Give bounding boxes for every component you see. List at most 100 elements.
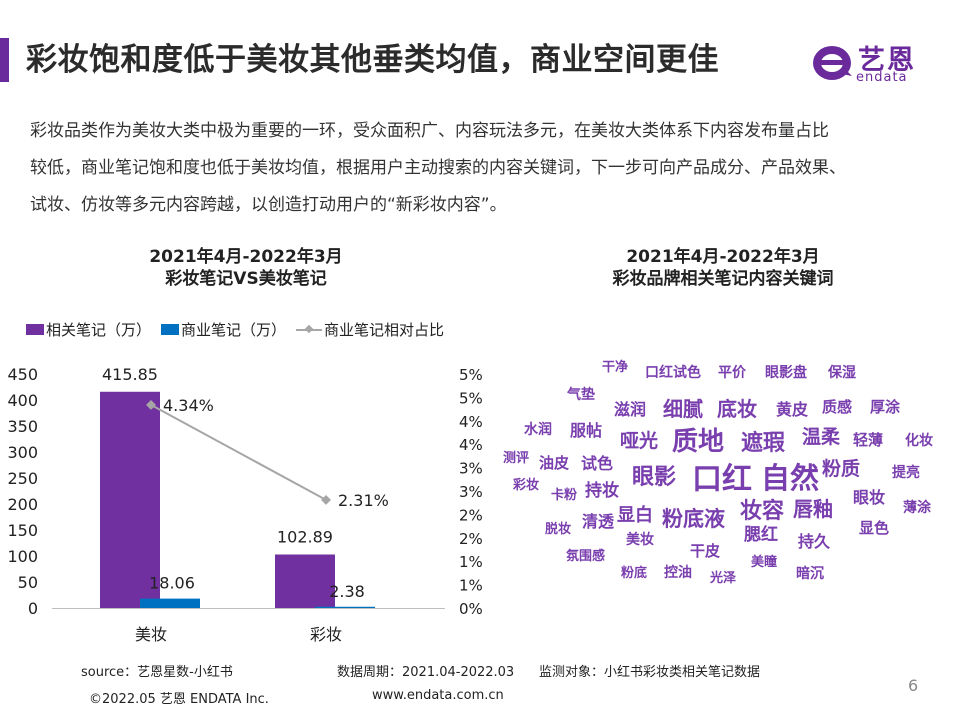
- cloud-keyword: 薄涂: [903, 500, 931, 516]
- logo-text-en: endata: [856, 70, 908, 85]
- x-tick-label-0: 美妆: [135, 625, 167, 644]
- legend-related-label: 相关笔记（万）: [46, 320, 152, 339]
- page-title: 彩妆饱和度低于美妆其他垂类均值，商业空间更佳: [26, 42, 719, 78]
- legend-commercial-label: 商业笔记（万）: [181, 320, 287, 339]
- cloud-keyword: 眼影盘: [765, 365, 807, 381]
- cloud-keyword: 质地: [672, 427, 725, 457]
- y-tick-label: 250: [7, 469, 38, 488]
- bar-related-label-1: 102.89: [277, 527, 333, 546]
- logo-text-cn: 艺恩: [858, 45, 916, 76]
- cloud-keyword: 彩妆: [513, 478, 540, 493]
- footer-monitor: 监测对象：小红书彩妆类相关笔记数据: [539, 665, 761, 680]
- cloud-keyword: 粉底液: [662, 507, 725, 531]
- cloud-keyword: 控油: [664, 565, 692, 581]
- y2-tick-label: 3%: [459, 483, 483, 501]
- y2-tick-label: 2%: [459, 530, 483, 548]
- left-chart-title-line-1: 2021年4月-2022年3月: [149, 247, 343, 267]
- y-tick-label: 450: [7, 365, 38, 384]
- footer-website: www.endata.com.cn: [372, 688, 504, 703]
- cloud-keyword: 气垫: [567, 387, 595, 403]
- cloud-keyword: 持久: [798, 532, 831, 551]
- cloud-keyword: 眼妆: [853, 488, 886, 507]
- cloud-keyword: 保湿: [828, 365, 856, 381]
- chart-legend: 相关笔记（万） 商业笔记（万） 商业笔记相对占比: [26, 318, 454, 340]
- cloud-keyword: 清透: [582, 512, 615, 531]
- cloud-keyword: 腮红: [744, 525, 778, 545]
- y-tick-label: 100: [7, 547, 38, 566]
- y-tick-label: 150: [7, 521, 38, 540]
- y2-tick-label: 5%: [459, 366, 483, 384]
- bar-commercial-0: [140, 598, 200, 608]
- intro-line-2: 较低，商业笔记饱和度也低于美妆均值，根据用户主动搜索的内容关键词，下一步可向产品…: [30, 158, 846, 178]
- cloud-keyword: 妆容: [740, 499, 785, 524]
- y-tick-label: 300: [7, 443, 38, 462]
- cloud-keyword: 提亮: [892, 465, 920, 481]
- left-chart-title-line-2: 彩妆笔记VS美妆笔记: [165, 269, 327, 289]
- y-tick-label: 0: [28, 599, 38, 618]
- cloud-keyword: 遮瑕: [741, 431, 786, 456]
- page-number: 6: [908, 676, 919, 695]
- footer-source: source：艺恩星数-小红书: [81, 665, 233, 680]
- cloud-keyword: 脱妆: [545, 522, 572, 537]
- endata-logo-icon: [813, 46, 852, 80]
- y2-tick-label: 1%: [459, 577, 483, 595]
- cloud-keyword: 美妆: [626, 532, 654, 548]
- legend-related-swatch: [26, 323, 44, 335]
- legend-ratio: 商业笔记相对占比: [296, 319, 444, 340]
- cloud-keyword: 光泽: [710, 571, 737, 586]
- legend-related: 相关笔记（万）: [26, 319, 151, 340]
- cloud-keyword: 测评: [503, 451, 530, 466]
- cloud-keyword: 氛围感: [566, 549, 606, 564]
- y-tick-label: 400: [7, 391, 38, 410]
- footer-copyright: ©2022.05 艺恩 ENDATA Inc.: [89, 692, 269, 707]
- cloud-keyword: 滋润: [614, 400, 647, 419]
- cloud-keyword: 干净: [602, 360, 629, 375]
- legend-commercial-swatch: [161, 323, 180, 335]
- cloud-keyword: 干皮: [690, 542, 721, 560]
- cloud-keyword: 唇釉: [793, 497, 833, 521]
- cloud-keyword: 水润: [524, 422, 552, 438]
- cloud-keyword: 质感: [822, 398, 853, 416]
- bar-related-1: [275, 554, 335, 608]
- cloud-keyword: 底妆: [717, 397, 757, 421]
- y2-tick-label: 4%: [459, 436, 483, 454]
- y2-tick-label: 3%: [459, 460, 483, 478]
- right-chart-title-line-1: 2021年4月-2022年3月: [626, 247, 820, 267]
- cloud-keyword: 粉底: [621, 566, 648, 581]
- cloud-keyword: 显色: [859, 519, 890, 537]
- ratio-label-1: 2.31%: [338, 491, 389, 510]
- cloud-keyword: 黄皮: [776, 400, 809, 419]
- bar-commercial-label-1: 2.38: [329, 582, 365, 601]
- bar-commercial-1: [315, 606, 375, 608]
- cloud-keyword: 暗沉: [796, 566, 824, 582]
- cloud-keyword: 服帖: [570, 421, 603, 440]
- cloud-keyword: 平价: [718, 365, 746, 381]
- endata-logo: 艺恩 endata: [812, 38, 928, 86]
- cloud-keyword: 显白: [617, 505, 653, 526]
- cloud-keyword: 轻薄: [853, 431, 884, 449]
- ratio-point-0: [146, 399, 156, 410]
- y2-tick-label: 5%: [459, 389, 483, 407]
- cloud-keyword: 口红: [692, 462, 752, 497]
- cloud-keyword: 持妆: [585, 481, 619, 501]
- bar-related-0: [100, 391, 160, 608]
- y2-tick-label: 2%: [459, 506, 483, 524]
- ratio-point-1: [321, 494, 331, 505]
- left-chart-title: 2021年4月-2022年3月 彩妆笔记VS美妆笔记: [146, 246, 346, 290]
- title-accent-bar: [0, 38, 9, 82]
- cloud-keyword: 哑光: [620, 430, 659, 452]
- ratio-line: [150, 404, 327, 501]
- y-tick-label: 350: [7, 417, 38, 436]
- legend-ratio-label: 商业笔记相对占比: [324, 320, 445, 339]
- x-tick-label-1: 彩妆: [310, 625, 342, 644]
- y2-tick-label: 1%: [459, 553, 483, 571]
- footer-period: 数据周期：2021.04-2022.03: [337, 665, 515, 680]
- cloud-keyword: 厚涂: [870, 398, 901, 416]
- cloud-keyword: 温柔: [802, 426, 841, 448]
- y-tick-label: 50: [18, 573, 38, 592]
- bar-commercial-label-0: 18.06: [149, 574, 195, 593]
- y2-tick-label: 4%: [459, 413, 483, 431]
- cloud-keyword: 化妆: [905, 433, 933, 449]
- legend-commercial: 商业笔记（万）: [161, 319, 286, 340]
